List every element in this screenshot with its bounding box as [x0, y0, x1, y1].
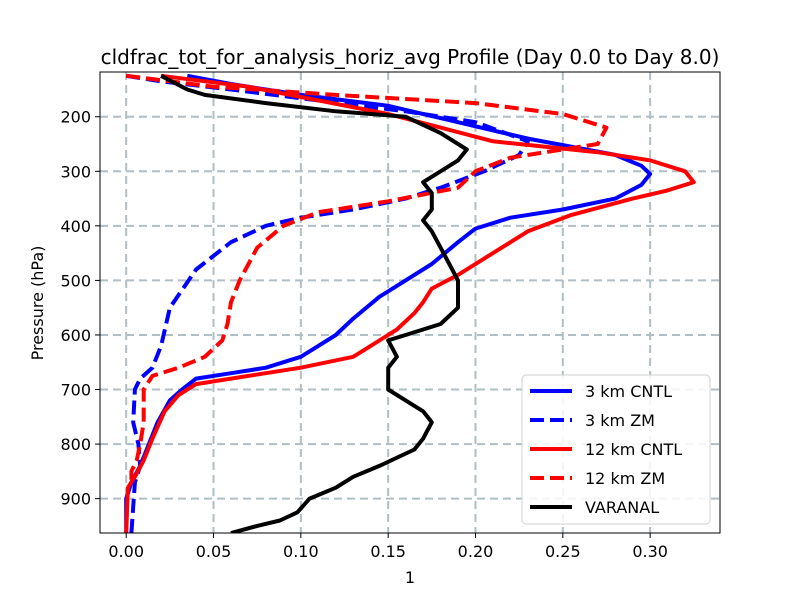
y-tick-label: 200: [60, 108, 91, 127]
legend: 3 km CNTL 3 km ZM 12 km CNTL 12 km ZM VARANA…: [521, 374, 711, 525]
legend-label: 3 km ZM: [585, 411, 655, 430]
plot-frame: [99, 71, 721, 534]
legend-box: [521, 374, 711, 525]
x-tick-label: 0.25: [545, 542, 581, 561]
series-line-12-km-cntl: [124, 73, 696, 533]
x-tick-label: 0.20: [458, 542, 494, 561]
legend-label: 3 km CNTL: [585, 382, 672, 401]
x-tick-label: 0.05: [196, 542, 232, 561]
series-line-12-km-zm: [125, 73, 609, 483]
y-axis-title: Pressure (hPa): [28, 246, 47, 361]
x-tick-label: 0.00: [108, 542, 144, 561]
y-tick-label: 400: [60, 217, 91, 236]
legend-label: 12 km ZM: [585, 469, 665, 488]
x-tick-label: 0.15: [370, 542, 406, 561]
legend-label: VARANAL: [585, 498, 659, 517]
x-tick-label: 0.10: [283, 542, 319, 561]
series-line-varanal: [160, 74, 469, 533]
x-axis-title: 1: [405, 568, 415, 587]
y-tick-label: 900: [60, 490, 91, 509]
series-lines: [124, 73, 696, 533]
y-tick-label: 800: [60, 435, 91, 454]
axis-ticks: 0.00 0.05 0.10 0.15 0.20 0.25 0.30 200 300 400 500…: [60, 108, 668, 561]
y-tick-label: 500: [60, 271, 91, 290]
legend-label: 12 km CNTL: [585, 440, 682, 459]
chart-title: cldfrac_tot_for_analysis_horiz_avg Profi…: [101, 45, 720, 69]
y-tick-label: 600: [60, 326, 91, 345]
series-line-3-km-zm: [125, 73, 530, 533]
y-tick-label: 300: [60, 162, 91, 181]
x-tick-label: 0.30: [632, 542, 668, 561]
y-tick-label: 700: [60, 381, 91, 400]
